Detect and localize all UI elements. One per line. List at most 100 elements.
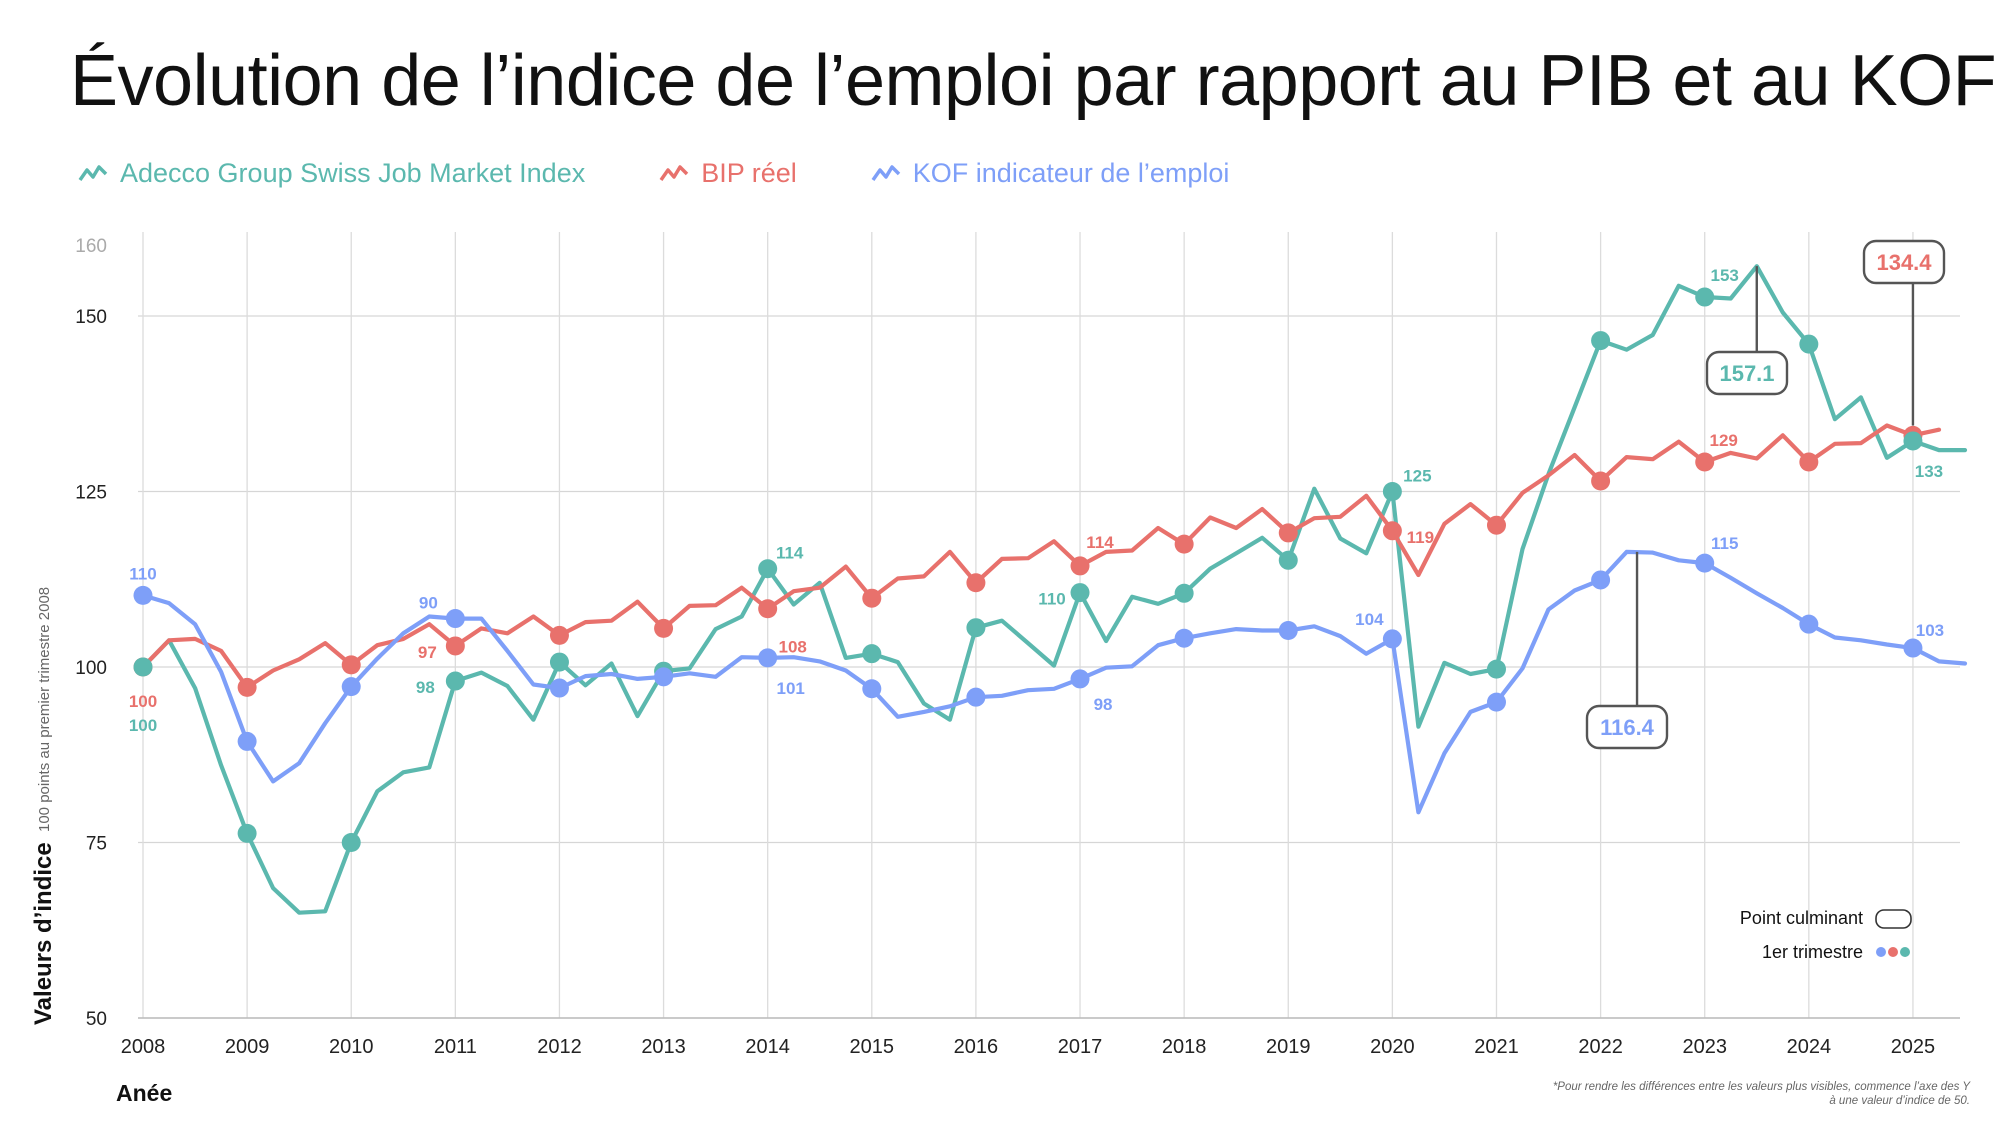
legend-item-bip: BIP réel — [659, 158, 797, 189]
marker-bip — [1278, 523, 1298, 543]
marker-kof — [133, 585, 153, 605]
y-axis-note: 100 points au premier trimestre 2008 — [36, 587, 53, 832]
legend-label-bip: BIP réel — [701, 158, 797, 188]
marker-bip — [1486, 515, 1506, 535]
marker-kof — [862, 679, 882, 699]
x-tick-label: 2021 — [1474, 1036, 1519, 1058]
marker-bip — [1382, 521, 1402, 541]
peak-value-bip: 134.4 — [1876, 250, 1932, 275]
key-peak-swatch — [1875, 909, 1912, 929]
marker-adecco — [1591, 331, 1611, 351]
trend-line-icon — [871, 164, 901, 181]
marker-kof — [445, 609, 465, 629]
data-label-bip: 100 — [129, 692, 157, 711]
legend-item-adecco: Adecco Group Swiss Job Market Index — [78, 158, 585, 189]
marker-adecco — [1278, 550, 1298, 570]
footnote: *Pour rendre les différences entre les v… — [1552, 1081, 1970, 1108]
marker-bip — [1799, 452, 1819, 472]
x-axis-title: Anée — [116, 1080, 172, 1106]
data-label-kof: 104 — [1355, 610, 1384, 629]
trend-line-icon — [78, 164, 108, 181]
x-tick-label: 2018 — [1162, 1036, 1207, 1058]
data-label-adecco: 114 — [776, 544, 804, 563]
trend-line-icon — [659, 164, 689, 181]
marker-bip — [862, 588, 882, 608]
data-label-bip: 97 — [418, 643, 437, 662]
x-tick-label: 2010 — [329, 1036, 374, 1058]
data-label-kof: 90 — [419, 594, 438, 613]
series-line-adecco — [140, 264, 1968, 915]
marker-adecco — [549, 652, 569, 672]
key-q1-label: 1er trimestre — [1762, 942, 1863, 962]
x-tick-label: 2008 — [121, 1036, 166, 1058]
marker-kof — [237, 731, 257, 751]
marker-kof — [758, 648, 778, 668]
marker-adecco — [758, 559, 778, 579]
data-label-kof: 101 — [776, 679, 804, 698]
x-tick-label: 2020 — [1370, 1036, 1415, 1058]
marker-adecco — [341, 833, 361, 852]
marker-kof — [1382, 629, 1402, 649]
marker-adecco — [133, 657, 153, 677]
data-label-kof: 103 — [1916, 621, 1944, 640]
legend: Adecco Group Swiss Job Market Index BIP … — [78, 158, 1229, 189]
marker-adecco — [1903, 431, 1923, 451]
marker-bip — [445, 636, 465, 656]
marker-bip — [654, 618, 674, 638]
marker-bip — [1070, 556, 1090, 576]
marker-kof — [1174, 628, 1194, 648]
marker-kof — [1486, 692, 1506, 712]
key-dot-adecco — [1900, 947, 1910, 957]
data-label-adecco: 98 — [416, 678, 435, 697]
marker-bip — [1174, 534, 1194, 554]
x-tick-label: 2023 — [1682, 1036, 1727, 1058]
series-line-bip — [140, 423, 1942, 690]
x-tick-label: 2013 — [641, 1036, 686, 1058]
data-label-bip: 114 — [1086, 533, 1114, 552]
marker-adecco — [237, 823, 257, 843]
y-tick-label: 150 — [75, 307, 107, 328]
marker-bip — [341, 655, 361, 675]
marker-adecco — [966, 618, 986, 638]
marker-bip — [237, 677, 257, 697]
x-tick-label: 2014 — [745, 1036, 790, 1058]
data-label-kof: 110 — [129, 564, 156, 583]
marker-adecco — [445, 671, 465, 691]
marker-bip — [549, 625, 569, 645]
x-tick-label: 2011 — [434, 1036, 477, 1058]
x-tick-label: 2019 — [1266, 1036, 1311, 1058]
legend-label-kof: KOF indicateur de l’emploi — [912, 158, 1230, 188]
data-label-adecco: 125 — [1403, 467, 1431, 486]
peak-callout-adecco — [1705, 350, 1789, 396]
marker-adecco — [1799, 334, 1819, 354]
chart-title: Évolution de l’indice de l’emploi par ra… — [70, 41, 1997, 121]
marker-kof — [1591, 570, 1611, 590]
data-label-adecco: 153 — [1711, 266, 1739, 285]
x-tick-label: 2025 — [1891, 1036, 1936, 1058]
peak-value-kof: 116.4 — [1600, 715, 1655, 740]
legend-item-kof: KOF indicateur de l’emploi — [871, 158, 1230, 189]
marker-adecco — [1486, 659, 1506, 679]
marker-adecco — [1174, 583, 1194, 603]
y-tick-label: 160 — [75, 236, 107, 257]
data-label-kof: 98 — [1094, 695, 1113, 714]
data-label-adecco: 100 — [129, 716, 157, 735]
data-label-bip: 129 — [1710, 431, 1738, 450]
key-dot-kof — [1876, 947, 1886, 957]
marker-adecco — [1382, 482, 1402, 501]
y-tick-label: 50 — [86, 1009, 107, 1030]
x-tick-label: 2012 — [537, 1036, 582, 1058]
marker-kof — [966, 687, 986, 707]
marker-adecco — [1070, 583, 1090, 603]
marker-bip — [1591, 471, 1611, 491]
x-tick-label: 2024 — [1787, 1036, 1832, 1058]
data-label-adecco: 133 — [1915, 462, 1943, 481]
data-label-bip: 108 — [778, 638, 806, 657]
y-axis-title: Valeurs d’indice — [30, 842, 57, 1025]
marker-bip — [1695, 452, 1715, 472]
key-peak-label: Point culminant — [1740, 908, 1863, 928]
marker-adecco — [1695, 287, 1715, 307]
data-label-kof: 115 — [1711, 534, 1738, 553]
y-tick-label: 125 — [75, 483, 107, 504]
